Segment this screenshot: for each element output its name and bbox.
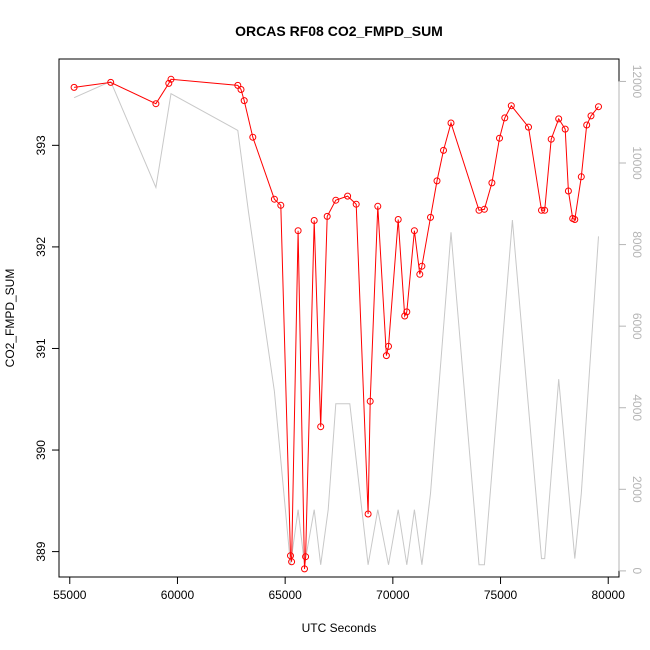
y2-tick-label: 2000: [630, 476, 644, 503]
x-tick-label: 70000: [376, 588, 410, 602]
data-point: [270, 195, 278, 203]
data-point: [277, 201, 285, 209]
data-point: [480, 205, 488, 213]
y-axis-label: CO2_FMPD_SUM: [3, 269, 17, 368]
data-point: [541, 206, 549, 214]
data-point: [294, 227, 302, 235]
x-tick-label: 55000: [53, 588, 87, 602]
data-point: [152, 100, 160, 108]
data-point: [249, 133, 257, 141]
data-point: [587, 112, 595, 120]
data-point: [382, 352, 390, 360]
y-tick-label: 393: [34, 135, 48, 155]
data-point: [317, 423, 325, 431]
series-line-left-axis: [74, 78, 599, 569]
data-point: [507, 102, 515, 110]
chart-title: ORCAS RF08 CO2_FMPD_SUM: [235, 23, 443, 39]
series-line-right-axis: [73, 80, 599, 566]
data-point: [240, 97, 248, 105]
x-tick-label: 65000: [268, 588, 302, 602]
data-point: [583, 121, 591, 129]
plot-frame: [58, 58, 620, 578]
data-point: [433, 177, 441, 185]
y2-tick-label: 8000: [630, 231, 644, 258]
data-point: [418, 262, 426, 270]
data-point: [394, 216, 402, 223]
y-tick-label: 389: [34, 541, 48, 561]
data-point: [577, 173, 585, 181]
data-point: [302, 553, 310, 561]
x-tick-label: 75000: [484, 588, 518, 602]
data-point: [310, 217, 318, 224]
data-point: [427, 213, 434, 221]
data-point: [401, 312, 409, 320]
data-point: [538, 206, 545, 214]
data-point: [352, 200, 360, 208]
data-point: [332, 196, 340, 204]
y-axis-right: 0 2000 4000 6000 8000 10000 12000: [618, 65, 644, 575]
data-point: [447, 119, 455, 127]
data-point: [403, 308, 411, 316]
data-point: [525, 123, 532, 131]
series-layer: [70, 75, 602, 573]
data-point: [167, 75, 175, 83]
data-point: [374, 202, 382, 210]
y-tick-label: 392: [34, 237, 48, 257]
data-point: [364, 510, 372, 518]
y-tick-label: 391: [34, 338, 48, 358]
data-point: [70, 83, 78, 91]
data-point: [595, 103, 602, 111]
data-point: [547, 135, 555, 143]
y-tick-label: 390: [34, 440, 48, 460]
y2-tick-label: 4000: [630, 394, 644, 421]
x-tick-label: 80000: [592, 588, 626, 602]
data-point: [323, 212, 331, 220]
data-point: [385, 342, 392, 350]
y2-tick-label: 10000: [630, 146, 644, 180]
y-axis-left: 389 390 391 392 393: [34, 135, 60, 562]
x-axis: 55000 60000 65000 70000 75000 80000: [53, 576, 626, 602]
x-tick-label: 60000: [161, 588, 195, 602]
data-point: [561, 125, 569, 133]
data-point: [440, 146, 447, 154]
data-point: [344, 192, 352, 200]
x-axis-label: UTC Seconds: [302, 621, 377, 635]
data-point: [107, 78, 115, 86]
data-point: [366, 397, 374, 405]
data-point: [416, 270, 424, 278]
data-point: [301, 565, 308, 573]
data-point: [488, 179, 496, 187]
data-point: [165, 79, 173, 87]
data-point: [501, 114, 509, 122]
data-point: [571, 216, 579, 223]
y2-tick-label: 6000: [630, 313, 644, 340]
data-point: [410, 227, 418, 235]
y2-tick-label: 0: [630, 568, 644, 575]
data-point: [496, 134, 503, 142]
y2-tick-label: 12000: [630, 65, 644, 99]
data-point: [288, 558, 296, 566]
data-point: [555, 115, 563, 123]
data-point: [564, 187, 572, 195]
data-point: [237, 86, 245, 93]
